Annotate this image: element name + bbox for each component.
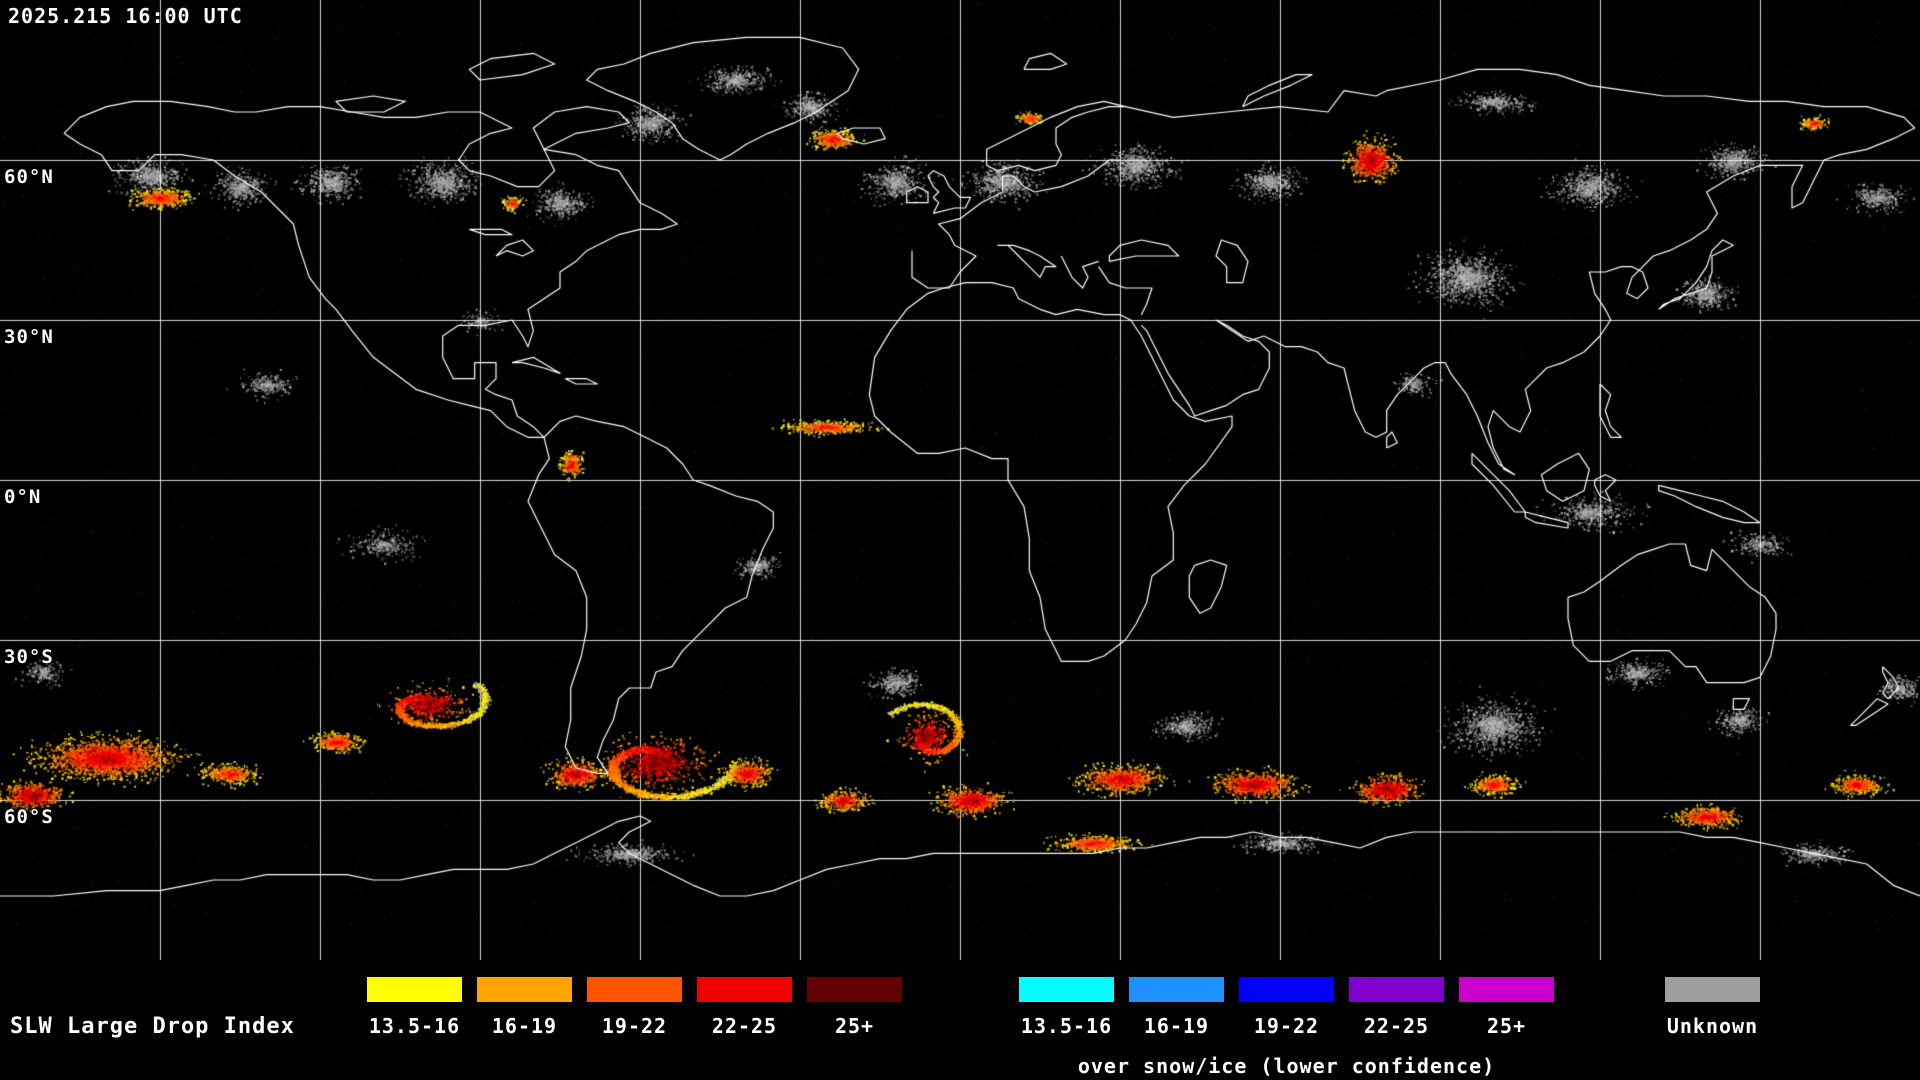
legend-unknown-item: Unknown (1665, 977, 1760, 1038)
legend-snow-ice-item-0: 13.5-16 (1019, 977, 1114, 1038)
legend-title: SLW Large Drop Index (10, 1014, 295, 1039)
legend-snow-ice-swatch-2 (1239, 977, 1334, 1002)
legend-snow-ice-label-3: 22-25 (1363, 1014, 1430, 1038)
lat-label-0N: 0°N (4, 486, 42, 508)
legend-standard-swatch-4 (807, 977, 902, 1002)
legend-standard-swatch-2 (587, 977, 682, 1002)
lat-label-60S: 60°S (4, 806, 54, 828)
legend-snow-ice-caption: over snow/ice (lower confidence) (1077, 1054, 1496, 1078)
legend-snow-ice-item-3: 22-25 (1349, 977, 1444, 1038)
world-map-canvas (0, 0, 1920, 960)
lat-label-30N: 30°N (4, 326, 54, 348)
legend-snow-ice-label-4: 25+ (1486, 1014, 1527, 1038)
legend-standard-label-4: 25+ (834, 1014, 875, 1038)
timestamp: 2025.215 16:00 UTC (8, 4, 243, 28)
legend-snow-ice-item-2: 19-22 (1239, 977, 1334, 1038)
lat-label-30S: 30°S (4, 646, 54, 668)
legend-standard-item-1: 16-19 (477, 977, 572, 1038)
legend-standard-swatch-1 (477, 977, 572, 1002)
legend-standard-label-1: 16-19 (491, 1014, 558, 1038)
legend-group-standard: 13.5-16 16-19 19-22 22-25 25+ (367, 977, 902, 1038)
legend-snow-ice-swatch-1 (1129, 977, 1224, 1002)
legend-snow-ice-label-0: 13.5-16 (1020, 1014, 1113, 1038)
legend-standard-item-4: 25+ (807, 977, 902, 1038)
legend-standard-item-0: 13.5-16 (367, 977, 462, 1038)
legend-snow-ice-item-1: 16-19 (1129, 977, 1224, 1038)
legend-unknown-swatch (1665, 977, 1760, 1002)
legend-standard-item-2: 19-22 (587, 977, 682, 1038)
legend-standard-item-3: 22-25 (697, 977, 792, 1038)
legend-snow-ice-label-1: 16-19 (1143, 1014, 1210, 1038)
legend-snow-ice-item-4: 25+ (1459, 977, 1554, 1038)
legend-standard-label-2: 19-22 (601, 1014, 668, 1038)
legend-snow-ice-swatch-0 (1019, 977, 1114, 1002)
legend-standard-label-0: 13.5-16 (368, 1014, 461, 1038)
legend-group-unknown: Unknown (1665, 977, 1760, 1038)
legend-group-snow-ice: 13.5-16 16-19 19-22 22-25 25+ (1019, 977, 1554, 1038)
legend-snow-ice-label-2: 19-22 (1253, 1014, 1320, 1038)
legend-snow-ice-swatch-3 (1349, 977, 1444, 1002)
legend-standard-label-3: 22-25 (711, 1014, 778, 1038)
legend-unknown-label: Unknown (1666, 1014, 1759, 1038)
legend: SLW Large Drop Index 13.5-16 16-19 19-22 22… (0, 960, 1920, 1080)
legend-snow-ice-swatch-4 (1459, 977, 1554, 1002)
legend-standard-swatch-3 (697, 977, 792, 1002)
legend-standard-swatch-0 (367, 977, 462, 1002)
lat-label-60N: 60°N (4, 166, 54, 188)
